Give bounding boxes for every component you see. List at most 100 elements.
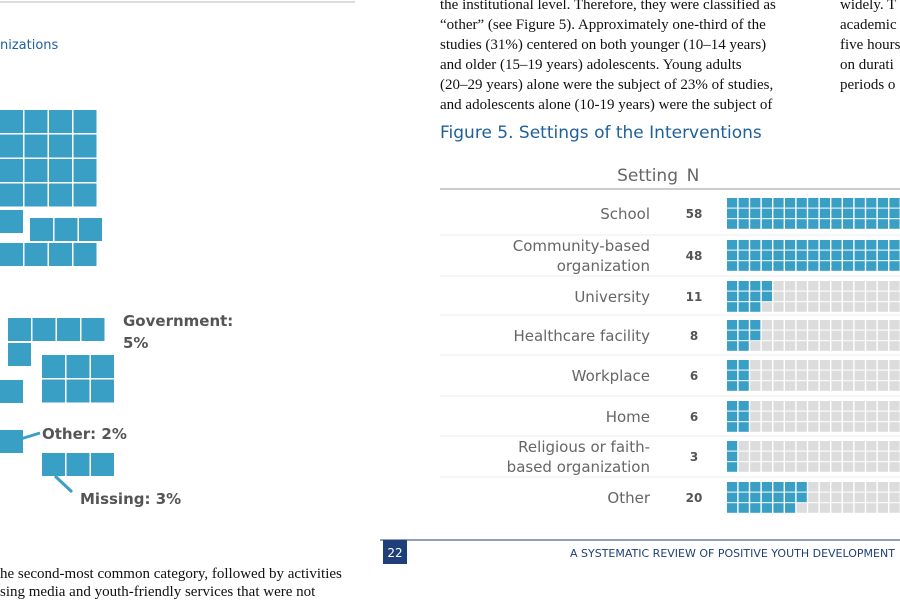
setting-label: based organization: [507, 458, 650, 476]
waffle-cell: [0, 380, 23, 403]
setting-label: Healthcare facility: [513, 327, 650, 345]
waffle-cell: [785, 341, 796, 351]
waffle-cell: [854, 411, 865, 422]
waffle-cell: [819, 462, 830, 472]
waffle-cell: [761, 422, 772, 432]
waffle-cell: [773, 320, 784, 330]
waffle-cell: [73, 183, 97, 207]
waffle-cell: [773, 281, 784, 291]
waffle-cell: [854, 261, 865, 271]
waffle-cell: [808, 503, 819, 513]
waffle-cell: [843, 441, 854, 451]
waffle-cell: [773, 198, 784, 208]
waffle-cell: [727, 381, 738, 391]
waffle-cell: [42, 453, 65, 476]
body-text: the institutional level. Therefore, they…: [440, 0, 776, 13]
waffle-cell: [785, 360, 796, 370]
waffle-cell: [796, 219, 807, 229]
waffle-cell: [750, 360, 761, 370]
waffle-cell: [808, 492, 819, 503]
waffle-cell: [785, 492, 796, 503]
waffle-cell: [854, 291, 865, 302]
waffle-cell: [877, 302, 888, 312]
waffle-cell: [727, 503, 738, 513]
waffle-cell: [808, 302, 819, 312]
waffle-cell: [773, 503, 784, 513]
figure-label: 5%: [123, 334, 148, 352]
waffle-cell: [843, 482, 854, 492]
waffle-cell: [738, 208, 749, 219]
waffle-cell: [819, 291, 830, 302]
waffle-cell: [727, 411, 738, 422]
waffle-cell: [854, 240, 865, 250]
waffle-cell: [49, 159, 72, 182]
waffle-cell: [773, 291, 784, 302]
waffle-cell: [0, 210, 23, 233]
waffle-cell: [785, 208, 796, 219]
waffle-cell: [831, 411, 842, 422]
waffle-cell: [877, 341, 888, 351]
waffle-cell: [66, 355, 90, 378]
waffle-cell: [738, 492, 749, 503]
waffle-cell: [738, 302, 749, 312]
waffle-cell: [866, 261, 877, 271]
waffle-cell: [843, 381, 854, 391]
waffle-cell: [808, 422, 819, 432]
waffle-cell: [738, 370, 749, 381]
waffle-cell: [808, 219, 819, 229]
waffle-cell: [877, 451, 888, 462]
waffle-cell: [796, 503, 807, 513]
waffle-row: [727, 401, 900, 432]
waffle-cell: [66, 379, 90, 403]
waffle-cell: [808, 208, 819, 219]
waffle-cell: [819, 411, 830, 422]
waffle-cell: [831, 370, 842, 381]
waffle-cell: [889, 250, 900, 261]
waffle-cell: [738, 291, 749, 302]
waffle-cell: [727, 341, 738, 351]
body-text: periods o: [840, 77, 895, 93]
waffle-cell: [727, 208, 738, 219]
waffle-cell: [750, 381, 761, 391]
waffle-cell: [889, 462, 900, 472]
waffle-cell: [808, 451, 819, 462]
waffle-cell: [738, 250, 749, 261]
waffle-cell: [866, 219, 877, 229]
waffle-cell: [866, 462, 877, 472]
waffle-cell: [889, 281, 900, 291]
waffle-cell: [866, 208, 877, 219]
waffle-cell: [24, 110, 48, 133]
connector: [13, 431, 41, 443]
waffle-cell: [808, 341, 819, 351]
waffle-cell: [796, 198, 807, 208]
waffle-cell: [761, 281, 772, 291]
waffle-cell: [49, 134, 72, 158]
waffle-cell: [796, 281, 807, 291]
waffle-cell: [831, 503, 842, 513]
waffle-cell: [831, 198, 842, 208]
waffle-cell: [889, 302, 900, 312]
waffle-cell: [796, 401, 807, 411]
waffle-cell: [843, 320, 854, 330]
waffle-cell: [32, 318, 56, 341]
waffle-cell: [808, 482, 819, 492]
waffle-cell: [854, 370, 865, 381]
waffle-cell: [773, 370, 784, 381]
waffle-cell: [866, 401, 877, 411]
waffle-cell: [738, 411, 749, 422]
waffle-cell: [889, 451, 900, 462]
waffle-cell: [808, 411, 819, 422]
waffle-cell: [889, 360, 900, 370]
waffle-cell: [889, 411, 900, 422]
waffle-cell: [0, 183, 23, 207]
body-text: widely. T: [840, 0, 896, 13]
waffle-cell: [819, 320, 830, 330]
waffle-cell: [796, 240, 807, 250]
waffle-cell: [727, 281, 738, 291]
waffle-cell: [750, 219, 761, 229]
waffle-cell: [785, 370, 796, 381]
waffle-cell: [889, 240, 900, 250]
column-header: N: [687, 166, 700, 186]
waffle-cell: [761, 291, 772, 302]
waffle-cell: [843, 291, 854, 302]
